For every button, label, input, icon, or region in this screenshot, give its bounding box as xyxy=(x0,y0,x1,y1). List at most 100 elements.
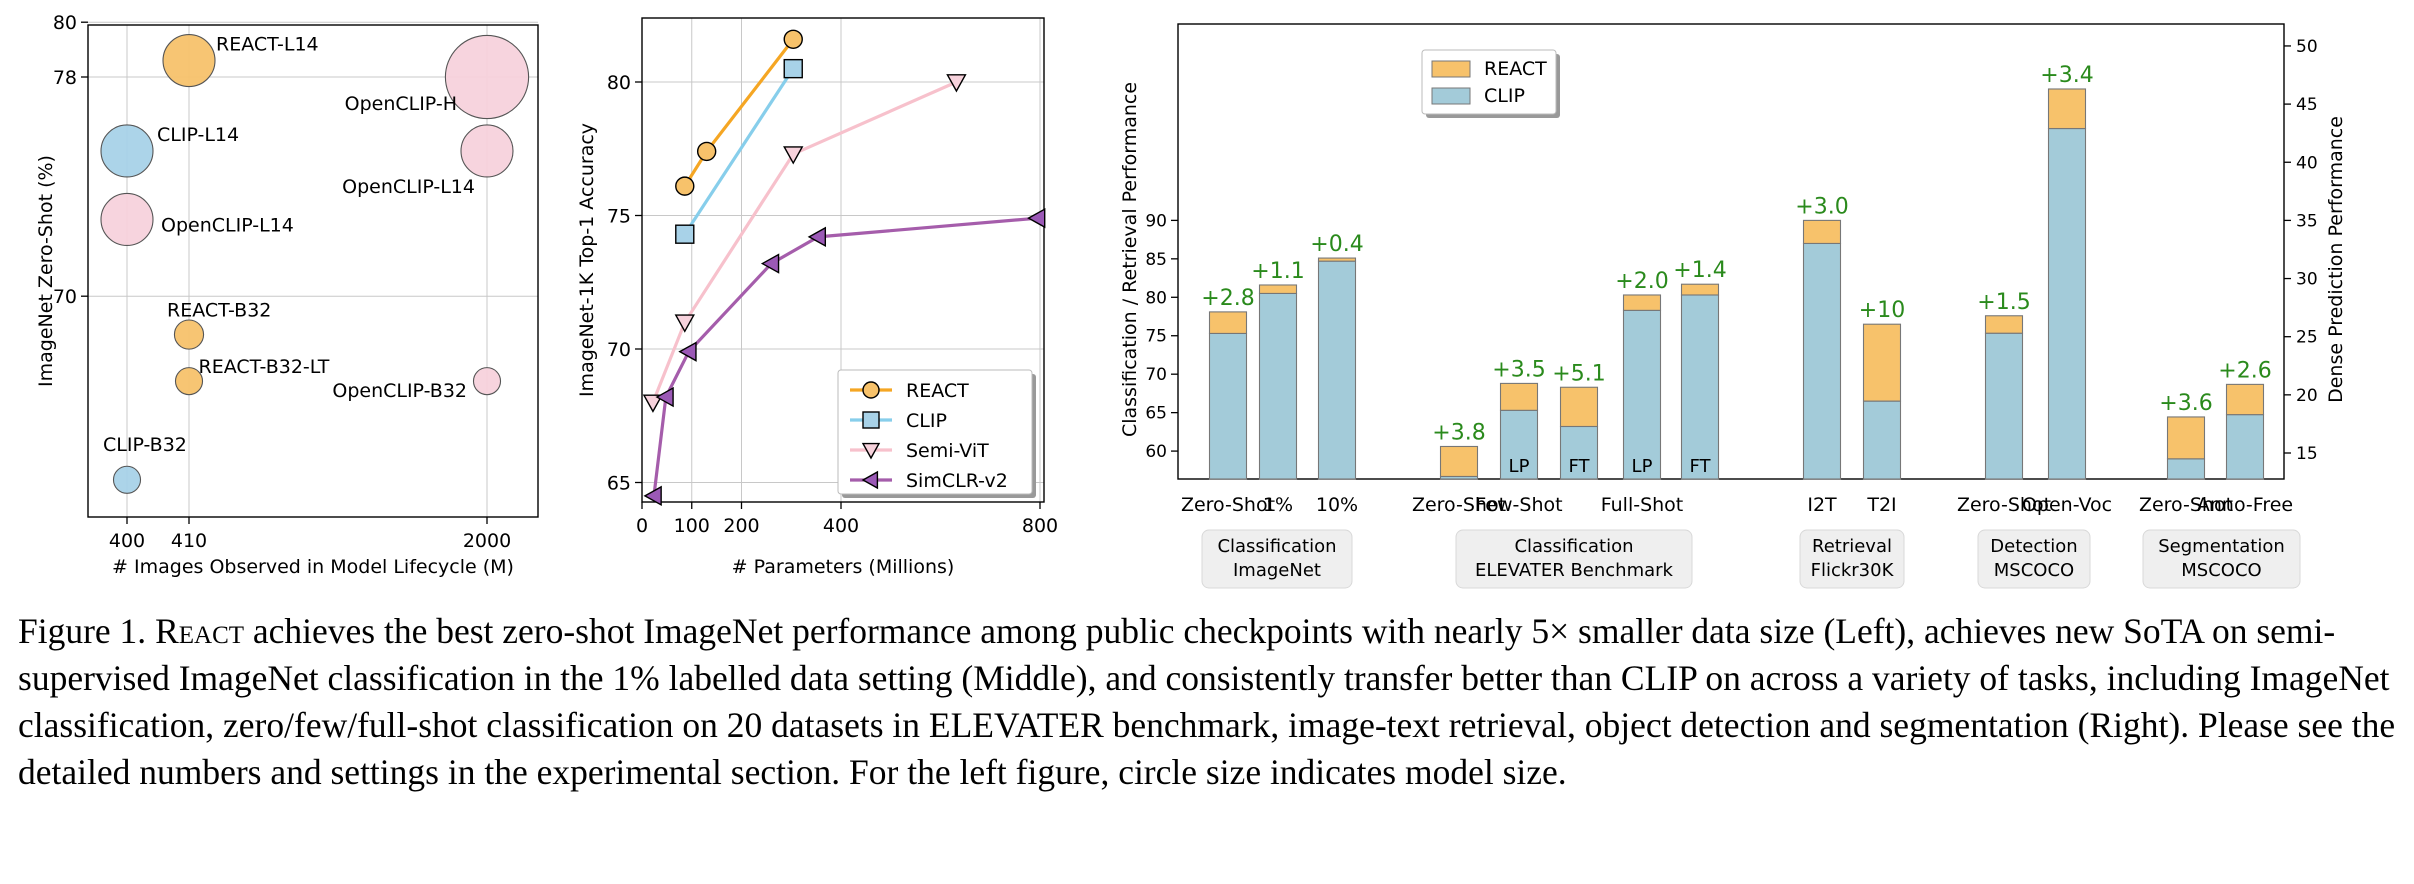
series-marker xyxy=(696,141,717,162)
right-y-tick-label: 15 xyxy=(2296,444,2318,464)
left-y-axis-label: Classification / Retrieval Performance xyxy=(1119,82,1141,437)
point-label: OpenCLIP-L14 xyxy=(161,214,294,236)
y-tick-label: 75 xyxy=(607,206,631,228)
category-label: Full-Shot xyxy=(1601,494,1684,516)
y-tick-label: 70 xyxy=(607,339,631,361)
category-label: 10% xyxy=(1316,494,1358,516)
react-bar xyxy=(1559,386,1599,428)
x-axis-label: # Images Observed in Model Lifecycle (M) xyxy=(112,556,514,578)
react-bar xyxy=(2166,416,2206,460)
legend-label: Semi-ViT xyxy=(906,440,989,462)
left-y-tick-label: 75 xyxy=(1145,327,1167,347)
clip-bar xyxy=(2166,458,2206,480)
react-bar xyxy=(1258,284,1298,294)
point-label: CLIP-B32 xyxy=(103,434,187,456)
series-line xyxy=(683,67,795,236)
group-box xyxy=(1201,529,1353,589)
right-y-tick-label: 40 xyxy=(2296,153,2318,173)
react-bar xyxy=(1622,294,1662,311)
caption-body: achieves the best zero-shot ImageNet per… xyxy=(18,611,2396,792)
left-y-tick-label: 70 xyxy=(1145,365,1167,385)
right-y-axis-label: Dense Prediction Performance xyxy=(2325,116,2347,403)
legend-label: CLIP xyxy=(906,410,947,432)
series-marker xyxy=(783,58,803,79)
plot-frame xyxy=(641,17,1045,503)
gain-label: +2.8 xyxy=(1201,286,1254,311)
y-axis-label: ImageNet Zero-Shot (%) xyxy=(35,155,57,387)
left-y-tick-label: 90 xyxy=(1145,211,1167,231)
series-marker xyxy=(675,176,695,196)
plot-frame xyxy=(87,24,539,518)
series-marker xyxy=(861,470,879,490)
point-label: CLIP-L14 xyxy=(157,124,239,146)
x-tick-label: 800 xyxy=(1022,515,1058,537)
category-label: Zero-Shot xyxy=(1412,494,1506,516)
x-tick-label: 200 xyxy=(723,515,759,537)
point-label: REACT-L14 xyxy=(216,34,319,56)
scatter-point xyxy=(460,124,514,178)
legend-swatch-react xyxy=(1431,60,1471,78)
x-axis-label: # Parameters (Millions) xyxy=(732,556,955,578)
x-tick-label: 400 xyxy=(109,530,145,552)
clip-bar xyxy=(2047,127,2087,480)
group-box xyxy=(2142,529,2301,589)
gain-label: +2.6 xyxy=(2218,358,2271,383)
x-tick-label: 100 xyxy=(674,515,710,537)
left-y-tick-label: 80 xyxy=(1145,288,1167,308)
plot-frame xyxy=(1177,23,2285,480)
gain-label: +3.4 xyxy=(2040,63,2093,88)
series-marker xyxy=(807,226,827,248)
gain-label: +1.4 xyxy=(1673,258,1726,283)
series-line xyxy=(683,38,795,187)
series-line xyxy=(652,216,1038,497)
point-label: REACT-B32 xyxy=(167,300,271,322)
gain-label: +1.1 xyxy=(1251,259,1304,284)
group-title: Retrieval xyxy=(1812,536,1892,557)
group-box xyxy=(1977,529,2091,589)
group-box xyxy=(1799,529,1905,589)
right-bar-chart: 60 65 70 75 80 85 90 15 20 25 30 35 40 45 50 +2.8 Zero-S… xyxy=(1119,23,2347,589)
category-label: T2I xyxy=(1866,494,1896,516)
scatter-point xyxy=(100,192,154,247)
series-marker xyxy=(760,253,780,274)
series-marker xyxy=(862,381,880,399)
clip-bar xyxy=(1499,409,1539,480)
clip-bar xyxy=(1862,400,1902,480)
series-marker xyxy=(783,146,804,165)
category-label: Zero-Shot xyxy=(1957,494,2051,516)
x-tick-label: 410 xyxy=(171,530,207,552)
series-marker xyxy=(675,224,695,244)
point-label: OpenCLIP-H xyxy=(345,93,457,115)
clip-bar xyxy=(1622,309,1662,480)
series-marker xyxy=(946,74,967,93)
category-label: Anno-Free xyxy=(2197,494,2293,516)
category-label: 1% xyxy=(1263,494,1293,516)
x-tick-label: 0 xyxy=(636,515,648,537)
gain-label: +3.5 xyxy=(1492,357,1545,382)
category-label: I2T xyxy=(1807,494,1837,516)
figure: 400 410 200 0 70 78 80 REACT-L14 CLIP-L14 OpenCLI… xyxy=(35,12,2347,589)
series-marker xyxy=(862,411,880,429)
caption-prefix: Figure 1. xyxy=(18,611,156,651)
group-box xyxy=(1455,529,1693,589)
series-marker xyxy=(643,485,662,507)
scatter-point xyxy=(162,34,216,88)
bar-inner-label: LP xyxy=(1632,456,1653,477)
left-y-tick-label: 60 xyxy=(1145,442,1167,462)
legend-label-clip: CLIP xyxy=(1484,85,1525,107)
legend-swatch-clip xyxy=(1431,87,1471,105)
scatter-point xyxy=(472,367,502,396)
gain-label: +2.0 xyxy=(1615,269,1668,294)
right-y-tick-label: 45 xyxy=(2296,95,2318,115)
clip-bar xyxy=(1559,425,1599,480)
react-bar xyxy=(1802,219,1842,245)
middle-line-chart: 0 100 200 400 800 65 70 75 80 REACT CLIP Semi-ViT Si… xyxy=(576,17,1058,578)
right-y-tick-label: 20 xyxy=(2296,386,2318,406)
point-label: OpenCLIP-B32 xyxy=(332,380,467,402)
y-tick-label: 80 xyxy=(53,12,77,34)
y-tick-label: 78 xyxy=(53,67,77,89)
figure-caption: Figure 1. React achieves the best zero-s… xyxy=(18,608,2398,796)
gain-label: +3.6 xyxy=(2159,391,2212,416)
scatter-point xyxy=(174,367,204,396)
clip-bar xyxy=(1317,260,1357,480)
